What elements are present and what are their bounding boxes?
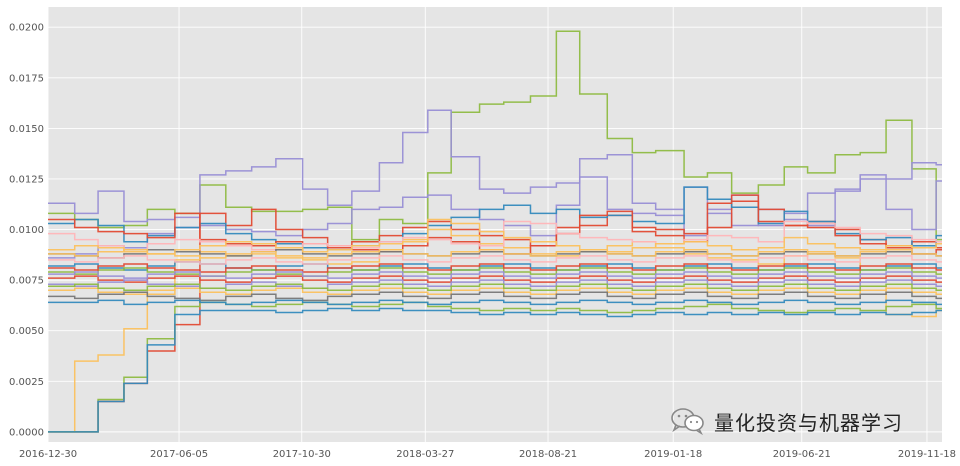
plot-background [48, 7, 942, 442]
watermark-text: 量化投资与机器学习 [714, 410, 903, 435]
y-tick-label: 0.0175 [9, 73, 44, 84]
y-tick-label: 0.0050 [9, 326, 44, 337]
y-tick-label: 0.0075 [9, 276, 44, 287]
x-tick-label: 2018-03-27 [396, 449, 454, 460]
series-line-19 [48, 255, 942, 265]
series-line-23 [48, 249, 942, 259]
series-line-21 [48, 283, 942, 292]
x-tick-label: 2017-10-30 [273, 449, 331, 460]
x-tick-label: 2016-12-30 [19, 449, 77, 460]
x-tick-label: 2017-06-05 [150, 449, 208, 460]
series-line-2 [48, 109, 942, 227]
watermark: 量化投资与机器学习 [670, 406, 903, 436]
grid-lines [47, 7, 942, 442]
y-tick-label: 0.0125 [9, 174, 44, 185]
y-tick-label: 0.0100 [9, 225, 44, 236]
y-tick-label: 0.0000 [9, 427, 44, 438]
series-lines [48, 30, 942, 433]
x-tick-label: 2018-08-21 [519, 449, 577, 460]
series-line-24 [48, 271, 942, 279]
series-line-12 [48, 218, 942, 255]
x-axis-ticks: 2016-12-30 2017-06-05 2017-10-30 2018-03-27… [19, 449, 956, 460]
wechat-icon [671, 408, 704, 436]
y-tick-label: 0.0150 [9, 124, 44, 135]
x-tick-label: 2019-11-18 [898, 449, 956, 460]
series-line-7 [48, 307, 942, 433]
series-line-20 [48, 299, 942, 306]
y-axis-ticks: 0.0000 0.0025 0.0050 0.0075 0.0100 0.0125 0.01… [9, 23, 44, 439]
y-tick-label: 0.0200 [9, 23, 44, 34]
y-tick-label: 0.0025 [9, 377, 44, 388]
x-tick-label: 2019-06-21 [773, 449, 831, 460]
x-tick-label: 2019-01-18 [644, 449, 702, 460]
